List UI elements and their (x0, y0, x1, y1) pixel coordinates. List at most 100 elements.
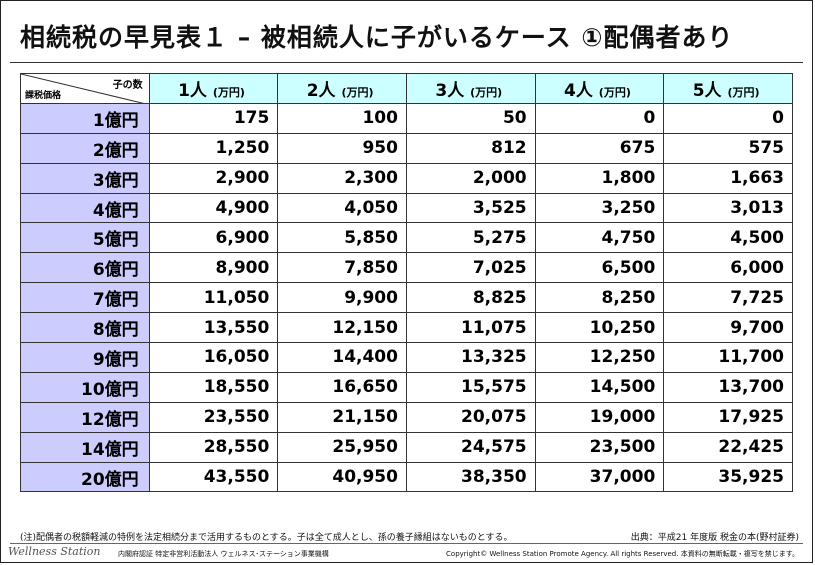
footer-divider (10, 543, 803, 544)
tax-cell: 20,075 (405, 401, 536, 433)
tax-cell: 2,300 (277, 162, 407, 194)
tax-cell: 10,250 (534, 312, 665, 344)
tax-cell: 6,000 (663, 252, 793, 284)
tax-cell: 1,250 (148, 132, 279, 164)
table-row: 9億円 16,050 14,400 13,325 12,250 11,700 (20, 342, 793, 373)
wellness-station-logo: Wellness Station (8, 545, 101, 558)
copyright-notice: Copyright© Wellness Station Promote Agen… (446, 550, 799, 558)
tax-cell: 24,575 (405, 431, 536, 463)
tax-cell: 4,900 (148, 192, 279, 224)
tax-cell: 6,900 (148, 222, 279, 254)
tax-cell: 9,700 (663, 312, 793, 344)
organization-name: 内閣府認証 特定非営利活動法人 ウェルネス･ステーション事業機構 (118, 550, 329, 558)
tax-cell: 812 (405, 132, 536, 164)
tax-cell: 7,850 (277, 252, 407, 284)
row-header: 9億円 (20, 342, 150, 373)
tax-cell: 4,050 (277, 192, 407, 224)
column-header: 3人 (万円) (405, 73, 536, 104)
table-row: 10億円 18,550 16,650 15,575 14,500 13,700 (20, 371, 793, 403)
tax-cell: 11,050 (148, 282, 279, 314)
row-header: 2億円 (20, 132, 150, 164)
tax-cell: 38,350 (405, 461, 536, 493)
table-row: 6億円 8,900 7,850 7,025 6,500 6,000 (20, 252, 793, 284)
tax-cell: 23,550 (148, 401, 279, 433)
tax-cell: 3,250 (534, 192, 665, 224)
tax-cell: 9,900 (277, 282, 407, 314)
tax-cell: 675 (534, 132, 665, 164)
table-body: 1億円 175 100 50 0 0 2億円 1,250 950 812 675 575 3億円 2,90… (20, 102, 793, 493)
table-row: 7億円 11,050 9,900 8,825 8,250 7,725 (20, 282, 793, 314)
tax-cell: 21,150 (277, 401, 407, 433)
tax-cell: 16,050 (148, 342, 279, 373)
table-row: 5億円 6,900 5,850 5,275 4,750 4,500 (20, 222, 793, 254)
tax-cell: 7,025 (405, 252, 536, 284)
table-row: 20億円 43,550 40,950 38,350 37,000 35,925 (20, 461, 793, 493)
tax-cell: 14,400 (277, 342, 407, 373)
row-header: 10億円 (20, 371, 150, 403)
table-row: 1億円 175 100 50 0 0 (20, 102, 793, 134)
table-row: 12億円 23,550 21,150 20,075 19,000 17,925 (20, 401, 793, 433)
table-row: 2億円 1,250 950 812 675 575 (20, 132, 793, 164)
row-header: 5億円 (20, 222, 150, 254)
column-axis-label: 子の数 (112, 80, 143, 91)
corner-diagonal (21, 74, 142, 103)
tax-cell: 43,550 (148, 461, 279, 493)
row-header: 20億円 (20, 461, 150, 493)
source-citation: 出典：平成21 年度版 税金の本(野村証券) (630, 533, 799, 543)
row-header: 8億円 (20, 312, 150, 344)
tax-cell: 2,900 (148, 162, 279, 194)
tax-cell: 5,850 (277, 222, 407, 254)
tax-cell: 4,750 (534, 222, 665, 254)
table-corner-cell: 子の数 課税価格 (20, 73, 150, 104)
tax-cell: 35,925 (663, 461, 793, 493)
column-header: 5人 (万円) (663, 73, 793, 104)
tax-cell: 175 (148, 102, 279, 134)
tax-cell: 13,325 (405, 342, 536, 373)
tax-cell: 950 (277, 132, 407, 164)
tax-cell: 5,275 (405, 222, 536, 254)
tax-cell: 7,725 (663, 282, 793, 314)
tax-cell: 28,550 (148, 431, 279, 463)
tax-cell: 17,925 (663, 401, 793, 433)
tax-cell: 1,800 (534, 162, 665, 194)
tax-cell: 8,250 (534, 282, 665, 314)
tax-cell: 16,650 (277, 371, 407, 403)
tax-cell: 6,500 (534, 252, 665, 284)
tax-cell: 15,575 (405, 371, 536, 403)
inheritance-tax-table: 子の数 課税価格 1人 (万円) 2人 (万円) 3人 (万円) 4人 (万円)… (20, 73, 793, 493)
tax-cell: 8,825 (405, 282, 536, 314)
row-header: 12億円 (20, 401, 150, 433)
tax-cell: 40,950 (277, 461, 407, 493)
tax-cell: 25,950 (277, 431, 407, 463)
row-axis-label: 課税価格 (25, 90, 62, 101)
tax-cell: 22,425 (663, 431, 793, 463)
row-header: 14億円 (20, 431, 150, 463)
tax-cell: 11,700 (663, 342, 793, 373)
tax-cell: 3,013 (663, 192, 793, 224)
tax-cell: 23,500 (534, 431, 665, 463)
row-header: 1億円 (20, 102, 150, 134)
tax-cell: 19,000 (534, 401, 665, 433)
row-header: 6億円 (20, 252, 150, 284)
tax-cell: 8,900 (148, 252, 279, 284)
tax-cell: 0 (534, 102, 665, 134)
footnote: (注)配偶者の税額軽減の特例を法定相続分まで活用するものとする。子は全て成人とし… (20, 533, 513, 543)
row-header: 3億円 (20, 162, 150, 194)
tax-cell: 4,500 (663, 222, 793, 254)
tax-cell: 13,550 (148, 312, 279, 344)
row-header: 4億円 (20, 192, 150, 224)
tax-cell: 575 (663, 132, 793, 164)
tax-cell: 100 (277, 102, 407, 134)
tax-cell: 11,075 (405, 312, 536, 344)
tax-cell: 18,550 (148, 371, 279, 403)
tax-cell: 2,000 (405, 162, 536, 194)
column-header: 4人 (万円) (534, 73, 665, 104)
column-header: 2人 (万円) (277, 73, 407, 104)
table-row: 8億円 13,550 12,150 11,075 10,250 9,700 (20, 312, 793, 344)
tax-cell: 50 (405, 102, 536, 134)
row-header: 7億円 (20, 282, 150, 314)
tax-cell: 3,525 (405, 192, 536, 224)
column-header: 1人 (万円) (148, 73, 279, 104)
page-title: 相続税の早見表１ – 被相続人に子がいるケース ①配偶者あり (20, 23, 734, 52)
